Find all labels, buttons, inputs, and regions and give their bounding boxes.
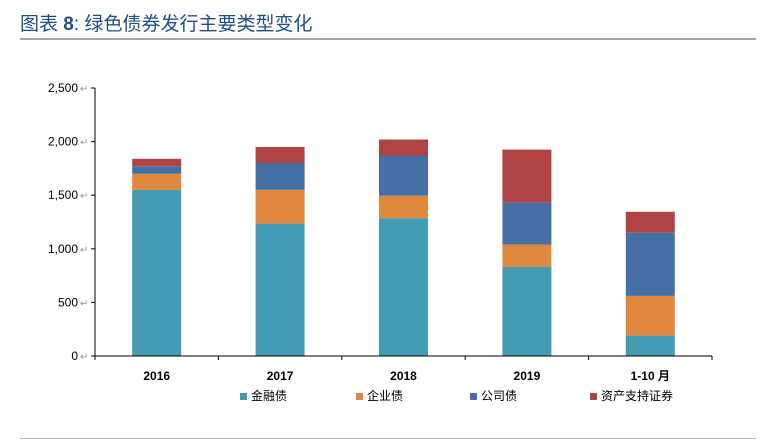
bar-segment-2-2 <box>379 155 428 196</box>
legend-swatch-3 <box>590 393 597 400</box>
legend-label-3: 资产支持证券 <box>601 388 673 403</box>
bar-segment-3-4 <box>625 211 675 233</box>
bar-segment-3-3 <box>502 149 552 203</box>
chart-title: 图表 8: 绿色债券发行主要类型变化 <box>20 14 312 36</box>
bar-segment-2-3 <box>502 202 552 245</box>
legend-swatch-0 <box>240 393 247 400</box>
return-mark-icon: ↵ <box>80 84 88 95</box>
bar-segment-1-3 <box>502 244 552 267</box>
bar-segment-3-0 <box>132 158 182 167</box>
return-mark-icon: ↵ <box>80 191 88 202</box>
title-prefix: 图表 <box>20 14 59 35</box>
legend-label-2: 公司债 <box>481 389 517 403</box>
bar-segment-1-0 <box>132 173 182 190</box>
title-number: 8 <box>63 14 74 35</box>
bar-segment-3-1 <box>255 147 305 164</box>
y-tick-label-0: 0 <box>71 349 78 363</box>
y-tick-label-2: 1,000 <box>48 242 78 256</box>
legend-label-1: 企业债 <box>367 388 403 403</box>
y-tick-label-5: 2,500 <box>48 81 78 95</box>
bar-segment-1-4 <box>625 296 675 336</box>
return-mark-icon: ↵ <box>80 352 88 363</box>
bar-segment-0-4 <box>625 335 675 356</box>
bar-segment-3-2 <box>379 139 428 156</box>
legend-swatch-2 <box>470 393 477 400</box>
axes-layer: 0 ↵500 ↵1,000 ↵1,500 ↵2,000 ↵2,500 ↵2016 2017 20… <box>48 81 713 383</box>
x-tick-label-0: 2016 <box>143 369 170 383</box>
bar-segment-1-1 <box>255 189 305 224</box>
return-mark-icon: ↵ <box>80 138 88 149</box>
legend-label-0: 金融债 <box>251 388 287 403</box>
bar-segment-0-0 <box>132 189 182 356</box>
x-tick-label-2: 2018 <box>390 369 417 383</box>
x-tick-label-4: 1-10 月 <box>631 369 670 383</box>
bar-segment-2-4 <box>625 232 675 296</box>
return-mark-icon: ↵ <box>80 245 88 256</box>
y-tick-label-3: 1,500 <box>48 188 78 202</box>
return-mark-icon: ↵ <box>80 298 88 309</box>
legend-swatch-1 <box>356 393 363 400</box>
x-tick-label-1: 2017 <box>267 369 294 383</box>
title-bar: 图表 8: 绿色债券发行主要类型变化 <box>20 14 756 40</box>
x-tick-label-3: 2019 <box>514 369 541 383</box>
bar-segment-2-1 <box>255 163 305 190</box>
bar-segment-1-2 <box>379 195 428 219</box>
title-caption: 绿色债券发行主要类型变化 <box>84 14 313 35</box>
bar-segment-2-0 <box>132 166 182 174</box>
title-colon: : <box>73 14 80 35</box>
bar-segment-0-3 <box>502 267 552 356</box>
y-tick-label-4: 2,000 <box>48 135 78 149</box>
legend: 金融债 企业债 公司债 资产支持证券 <box>240 388 673 403</box>
y-tick-label-1: 500 <box>58 295 78 309</box>
bars-layer <box>132 139 675 356</box>
bottom-rule <box>20 438 756 439</box>
bar-segment-0-1 <box>255 223 305 356</box>
bar-segment-0-2 <box>379 218 428 356</box>
